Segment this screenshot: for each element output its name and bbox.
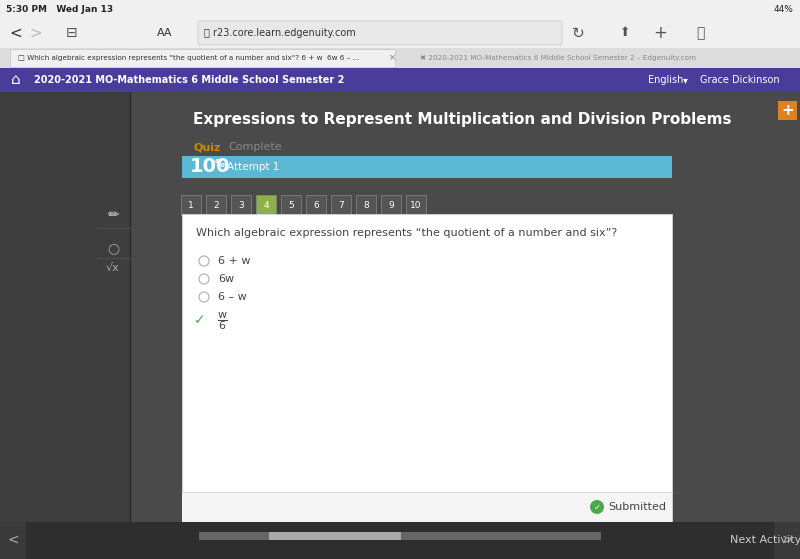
FancyBboxPatch shape (10, 49, 395, 67)
Text: Complete: Complete (228, 142, 282, 152)
Text: 2: 2 (213, 201, 219, 210)
FancyBboxPatch shape (778, 101, 797, 120)
Text: 7: 7 (338, 201, 344, 210)
FancyBboxPatch shape (0, 522, 800, 559)
Text: √x: √x (106, 263, 120, 273)
FancyBboxPatch shape (182, 214, 672, 522)
FancyBboxPatch shape (198, 21, 562, 45)
Text: 100: 100 (190, 158, 230, 177)
Text: >: > (781, 533, 793, 547)
Text: >: > (30, 26, 42, 40)
FancyBboxPatch shape (206, 195, 226, 215)
Text: w: w (218, 310, 227, 320)
Text: <: < (10, 26, 22, 40)
Text: ⊟: ⊟ (66, 26, 78, 40)
Text: Next Activity: Next Activity (730, 535, 800, 545)
Text: +: + (653, 24, 667, 42)
Text: 6: 6 (218, 321, 225, 331)
FancyBboxPatch shape (281, 195, 301, 215)
Text: Attempt 1: Attempt 1 (227, 162, 279, 172)
FancyBboxPatch shape (199, 532, 601, 540)
FancyBboxPatch shape (356, 195, 376, 215)
Text: 5: 5 (288, 201, 294, 210)
FancyBboxPatch shape (256, 195, 276, 215)
Text: Which algebraic expression represents “the quotient of a number and six”?: Which algebraic expression represents “t… (196, 228, 618, 238)
Text: 9: 9 (388, 201, 394, 210)
Text: 6 + w: 6 + w (218, 256, 250, 266)
Text: ⌂: ⌂ (11, 73, 21, 88)
Text: 44%: 44% (773, 4, 793, 13)
Text: 2020-2021 MO-Mathematics 6 Middle School Semester 2: 2020-2021 MO-Mathematics 6 Middle School… (34, 75, 344, 85)
Text: ○: ○ (107, 241, 119, 255)
FancyBboxPatch shape (231, 195, 251, 215)
Text: Submitted: Submitted (608, 502, 666, 512)
Text: Expressions to Represent Multiplication and Division Problems: Expressions to Represent Multiplication … (193, 112, 731, 127)
Text: 6 – w: 6 – w (218, 292, 246, 302)
Text: ↻: ↻ (572, 26, 584, 40)
FancyBboxPatch shape (0, 0, 800, 18)
FancyBboxPatch shape (0, 68, 800, 92)
Text: ✏: ✏ (107, 208, 119, 222)
FancyBboxPatch shape (306, 195, 326, 215)
FancyBboxPatch shape (331, 195, 351, 215)
Text: ✖ 2020-2021 MO-Mathematics 6 Middle School Semester 2 – Edgenuity.com: ✖ 2020-2021 MO-Mathematics 6 Middle Scho… (420, 55, 696, 61)
FancyBboxPatch shape (0, 522, 26, 559)
FancyBboxPatch shape (381, 195, 401, 215)
Text: 1: 1 (188, 201, 194, 210)
Text: 🔒 r23.core.learn.edgenuity.com: 🔒 r23.core.learn.edgenuity.com (204, 28, 356, 38)
FancyBboxPatch shape (182, 156, 672, 178)
FancyBboxPatch shape (0, 92, 130, 522)
Text: 3: 3 (238, 201, 244, 210)
Text: Grace Dickinson: Grace Dickinson (700, 75, 780, 85)
FancyBboxPatch shape (0, 18, 800, 48)
Text: 10: 10 (410, 201, 422, 210)
FancyBboxPatch shape (182, 492, 672, 522)
Text: 4: 4 (263, 201, 269, 210)
FancyBboxPatch shape (774, 522, 800, 559)
Text: ⧉: ⧉ (696, 26, 704, 40)
Text: □ Which algebraic expression represents "the quotient of a number and six"? 6 + : □ Which algebraic expression represents … (18, 55, 359, 61)
Text: 6w: 6w (218, 274, 234, 284)
FancyBboxPatch shape (406, 195, 426, 215)
Text: AA: AA (158, 28, 173, 38)
Text: %: % (215, 159, 225, 169)
FancyBboxPatch shape (0, 92, 800, 522)
FancyBboxPatch shape (0, 48, 800, 68)
FancyBboxPatch shape (181, 195, 201, 215)
Text: Quiz: Quiz (193, 142, 220, 152)
Text: <: < (7, 533, 19, 547)
Circle shape (590, 500, 604, 514)
Text: +: + (781, 103, 794, 118)
FancyBboxPatch shape (269, 532, 401, 540)
Text: ⬆: ⬆ (620, 26, 630, 40)
Text: ✓: ✓ (594, 503, 601, 511)
Text: ✓: ✓ (194, 313, 206, 327)
Text: 6: 6 (313, 201, 319, 210)
Text: 8: 8 (363, 201, 369, 210)
Text: ▾: ▾ (683, 75, 688, 85)
Text: English: English (648, 75, 683, 85)
Text: ×: × (389, 54, 395, 63)
Text: 5:30 PM   Wed Jan 13: 5:30 PM Wed Jan 13 (6, 4, 113, 13)
